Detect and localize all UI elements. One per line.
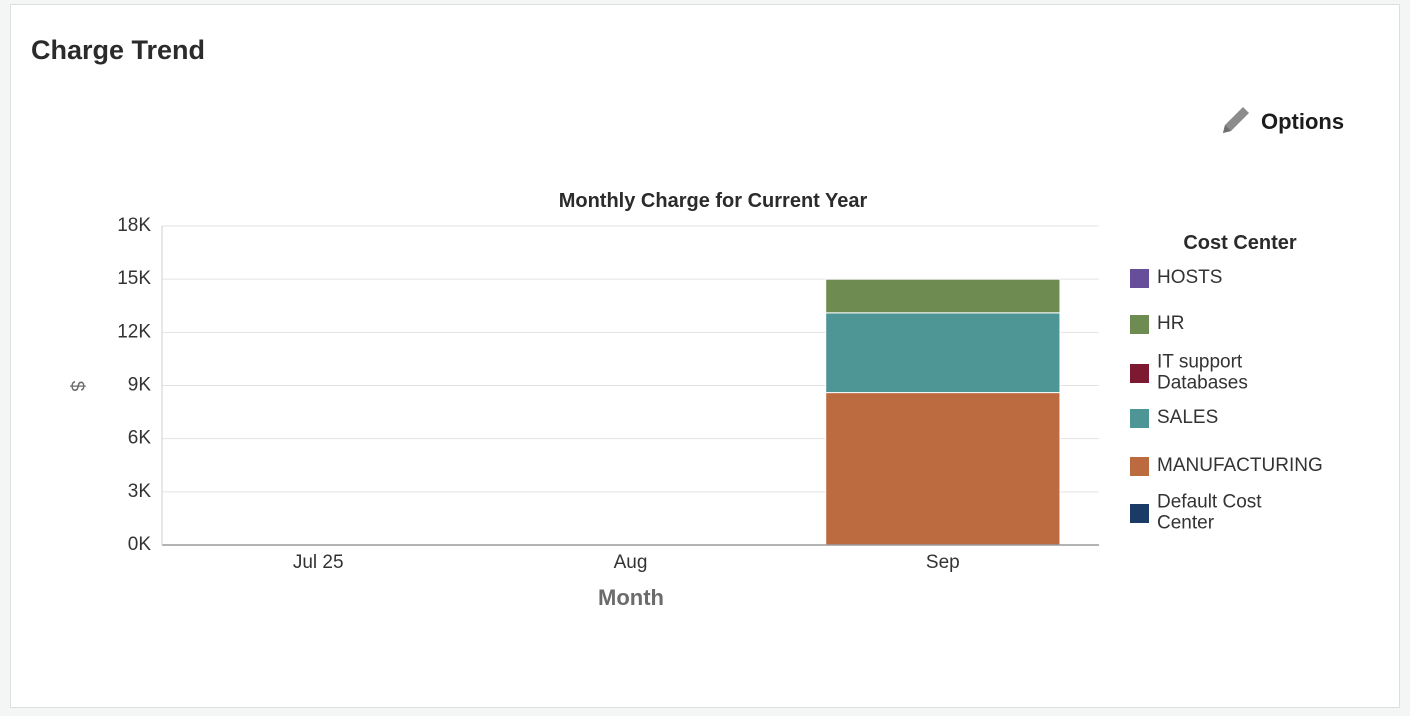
legend-item[interactable]: HOSTS [1130, 267, 1222, 288]
legend-item[interactable]: MANUFACTURING [1130, 455, 1323, 476]
legend-swatch [1130, 457, 1149, 476]
legend-swatch [1130, 269, 1149, 288]
pencil-icon [1219, 103, 1253, 142]
legend-swatch [1130, 504, 1149, 523]
y-tick-label: 15K [117, 268, 151, 289]
legend-swatch [1130, 409, 1149, 428]
x-tick-label: Aug [614, 552, 648, 573]
y-axis-label: $ [66, 381, 87, 392]
x-axis-ticks: Jul 25 Aug Sep [293, 552, 960, 573]
bar-segment-sales[interactable] [825, 312, 1061, 394]
options-label: Options [1261, 109, 1345, 134]
x-tick-label: Sep [926, 552, 960, 573]
legend-swatch [1130, 364, 1149, 383]
legend-label: SALES [1157, 407, 1218, 428]
legend-label: HOSTS [1157, 267, 1222, 288]
panel-title: Charge Trend [31, 35, 206, 65]
y-tick-label: 3K [128, 481, 152, 502]
x-axis-label: Month [598, 585, 664, 610]
x-tick-label: Jul 25 [293, 552, 344, 573]
options-button[interactable]: Options [1219, 105, 1344, 139]
chart-title: Monthly Charge for Current Year [559, 190, 868, 212]
y-tick-label: 6K [128, 428, 152, 449]
bars [825, 278, 1061, 546]
legend-label: Center [1157, 513, 1215, 534]
y-tick-label: 9K [128, 375, 152, 396]
legend-label: IT support [1157, 352, 1243, 373]
y-tick-label: 12K [117, 321, 151, 342]
legend-label: MANUFACTURING [1157, 455, 1323, 476]
legend-label: Databases [1157, 373, 1248, 394]
y-tick-label: 18K [117, 215, 151, 236]
legend-item[interactable]: SALES [1130, 407, 1218, 428]
bar-segment-hr[interactable] [825, 278, 1061, 314]
bar-segment-manufacturing[interactable] [825, 392, 1061, 546]
y-axis-ticks: 0K 3K 6K 9K 12K 15K 18K [117, 215, 151, 555]
charge-trend-panel: Charge Trend Options [10, 4, 1400, 708]
legend-title: Cost Center [1183, 232, 1297, 254]
y-tick-label: 0K [128, 534, 152, 555]
legend-label: HR [1157, 313, 1184, 334]
legend-item[interactable]: HR [1130, 313, 1184, 334]
legend-label: Default Cost [1157, 492, 1262, 513]
legend-swatch [1130, 315, 1149, 334]
